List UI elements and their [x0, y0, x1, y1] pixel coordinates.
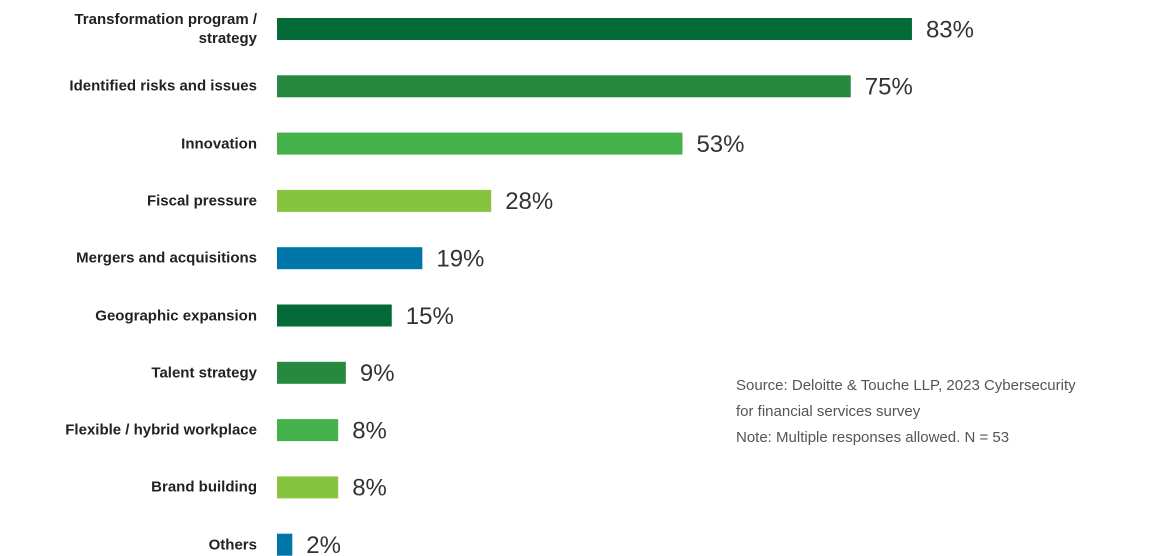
category-label: Mergers and acquisitions [76, 249, 257, 267]
category-label: Brand building [151, 478, 257, 496]
category-label: Transformation program / strategy [74, 11, 257, 47]
value-label: 15% [406, 303, 454, 330]
category-label: Innovation [181, 135, 257, 153]
value-label: 9% [360, 360, 395, 387]
bar [277, 75, 851, 98]
category-label: Others [208, 536, 257, 554]
category-label: Talent strategy [151, 364, 257, 382]
bar [277, 247, 423, 270]
bar [277, 533, 293, 556]
value-label: 53% [696, 131, 744, 158]
note: Source: Deloitte & Touche LLP, 2023 Cybe… [736, 377, 1076, 394]
value-label: 8% [352, 475, 387, 502]
value-label: 8% [352, 417, 387, 444]
category-label: Fiscal pressure [146, 192, 257, 210]
note: Note: Multiple responses allowed. N = 53 [736, 429, 1009, 446]
bar [277, 18, 912, 40]
bar [277, 304, 392, 327]
value-label: 19% [436, 246, 484, 273]
bar [277, 419, 339, 442]
bar [277, 361, 346, 384]
value-label: 28% [505, 188, 553, 215]
category-label: Flexible / hybrid workplace [65, 421, 257, 439]
note: for financial services survey [736, 403, 921, 420]
category-label: Geographic expansion [95, 307, 257, 324]
value-label: 2% [306, 532, 341, 556]
bar [277, 132, 683, 155]
value-label: 83% [926, 16, 974, 43]
value-label: 75% [865, 74, 913, 101]
bar [277, 189, 492, 212]
category-label: Identified risks and issues [69, 77, 257, 95]
bar [277, 476, 339, 499]
